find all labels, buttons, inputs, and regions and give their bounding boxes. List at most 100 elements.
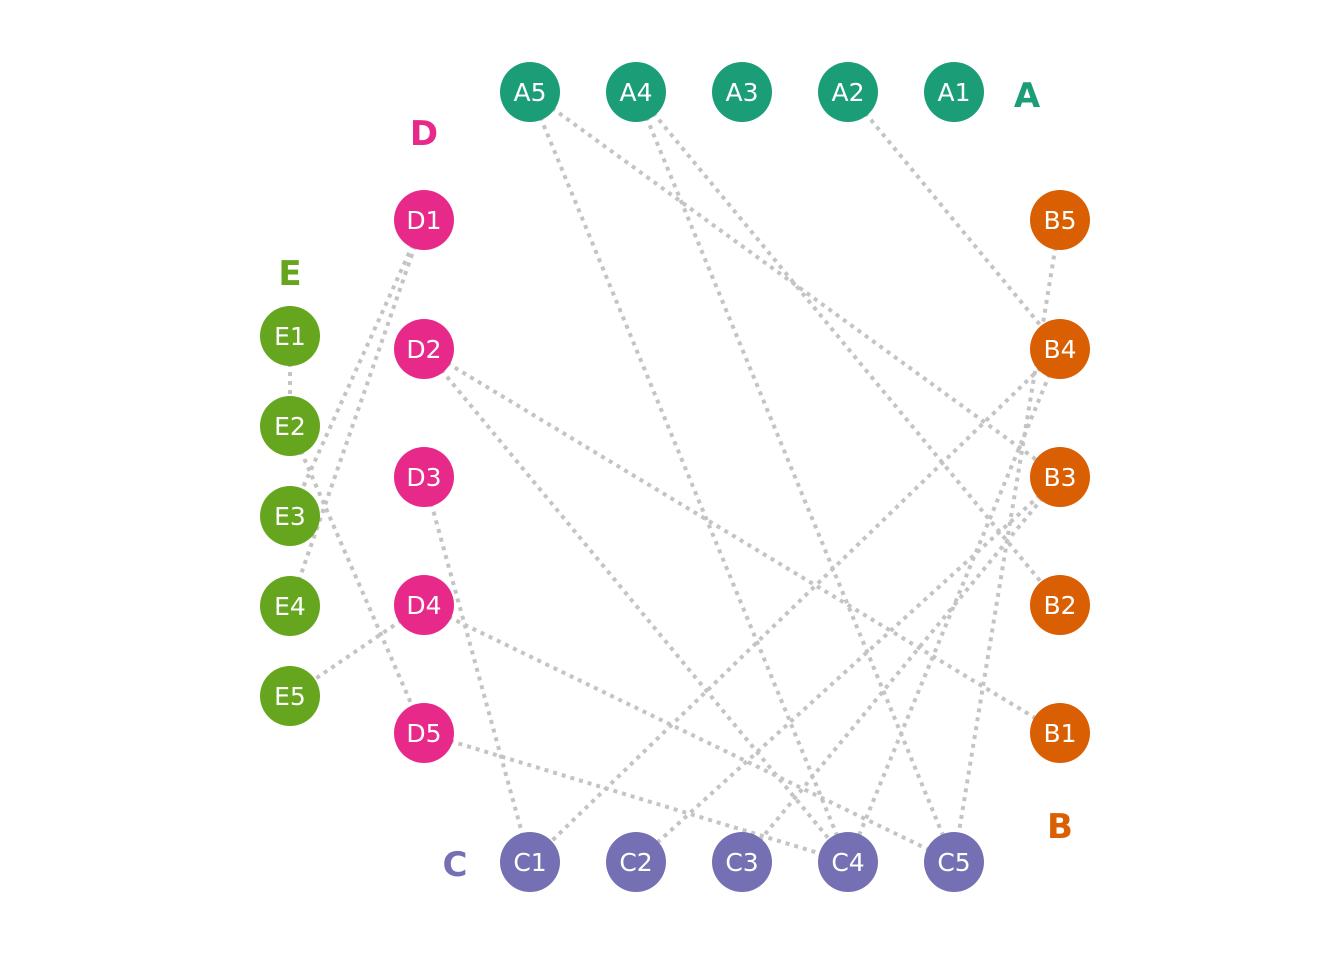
node-e2: E2 xyxy=(260,396,320,456)
node-label: E5 xyxy=(274,682,306,711)
node-label: C1 xyxy=(513,848,546,877)
node-e1: E1 xyxy=(260,306,320,366)
node-circle xyxy=(500,832,560,892)
node-circle xyxy=(1030,575,1090,635)
node-d5: D5 xyxy=(394,703,454,763)
node-circle xyxy=(712,62,772,122)
node-circle xyxy=(394,575,454,635)
node-circle xyxy=(1030,190,1090,250)
node-b2: B2 xyxy=(1030,575,1090,635)
node-b4: B4 xyxy=(1030,319,1090,379)
node-label: E4 xyxy=(274,592,306,621)
node-circle xyxy=(818,832,878,892)
node-a1: A1 xyxy=(924,62,984,122)
node-b1: B1 xyxy=(1030,703,1090,763)
node-label: B3 xyxy=(1043,463,1076,492)
edge-d5-c4 xyxy=(423,731,849,864)
edge-a5-c4 xyxy=(528,91,850,863)
node-circle xyxy=(260,486,320,546)
group-label-a: A xyxy=(1014,76,1041,116)
node-d4: D4 xyxy=(394,575,454,635)
node-circle xyxy=(924,832,984,892)
node-circle xyxy=(606,62,666,122)
node-c2: C2 xyxy=(606,832,666,892)
node-circle xyxy=(394,319,454,379)
node-label: D1 xyxy=(406,206,441,235)
edge-a4-b2 xyxy=(634,90,1062,607)
node-label: A5 xyxy=(513,78,546,107)
node-label: A4 xyxy=(619,78,652,107)
node-circle xyxy=(394,703,454,763)
node-label: B2 xyxy=(1043,591,1076,620)
node-label: D4 xyxy=(406,591,441,620)
node-label: D2 xyxy=(406,335,441,364)
node-circle xyxy=(260,666,320,726)
group-label-d: D xyxy=(410,114,438,154)
node-circle xyxy=(924,62,984,122)
node-circle xyxy=(394,190,454,250)
node-e5: E5 xyxy=(260,666,320,726)
node-label: C4 xyxy=(831,848,864,877)
node-circle xyxy=(260,306,320,366)
group-label-c: C xyxy=(443,845,468,885)
edge-a4-c5 xyxy=(634,91,956,863)
edge-d1-e3 xyxy=(288,219,426,517)
node-circle xyxy=(500,62,560,122)
node-d2: D2 xyxy=(394,319,454,379)
node-label: E2 xyxy=(274,412,306,441)
node-c5: C5 xyxy=(924,832,984,892)
node-d3: D3 xyxy=(394,447,454,507)
node-label: C3 xyxy=(725,848,758,877)
node-e4: E4 xyxy=(260,576,320,636)
node-a4: A4 xyxy=(606,62,666,122)
node-label: B4 xyxy=(1043,335,1076,364)
node-circle xyxy=(1030,703,1090,763)
edge-d2-c4 xyxy=(422,347,850,864)
node-a3: A3 xyxy=(712,62,772,122)
edge-d3-c1 xyxy=(422,476,532,863)
edge-d4-c5 xyxy=(423,603,955,864)
edge-d2-b1 xyxy=(422,347,1062,735)
edge-b3-c3 xyxy=(740,475,1062,864)
node-b5: B5 xyxy=(1030,190,1090,250)
edge-e2-d5 xyxy=(288,425,426,734)
group-label-e: E xyxy=(278,254,301,294)
node-c3: C3 xyxy=(712,832,772,892)
group-label-layer: A B C D E xyxy=(278,76,1073,885)
node-label: A2 xyxy=(831,78,864,107)
group-label-b: B xyxy=(1047,807,1073,847)
node-circle xyxy=(260,576,320,636)
node-circle xyxy=(260,396,320,456)
node-c1: C1 xyxy=(500,832,560,892)
edge-a5-b3 xyxy=(528,90,1062,479)
node-circle xyxy=(818,62,878,122)
node-label: C2 xyxy=(619,848,652,877)
node-label: E3 xyxy=(274,502,306,531)
node-label: E1 xyxy=(274,322,306,351)
node-label: D5 xyxy=(406,719,441,748)
node-a5: A5 xyxy=(500,62,560,122)
node-c4: C4 xyxy=(818,832,878,892)
edge-b4-c1 xyxy=(528,347,1062,864)
node-b3: B3 xyxy=(1030,447,1090,507)
edge-a2-b4 xyxy=(846,90,1062,351)
node-label: B5 xyxy=(1043,206,1076,235)
node-label: D3 xyxy=(406,463,441,492)
node-circle xyxy=(394,447,454,507)
node-layer: A1 A2 A3 A4 A5 B1 B2 B3 B4 B5 C1 C2 C3 C4 C5 D1 D2 D3 D4 D5… xyxy=(260,62,1090,892)
node-label: A1 xyxy=(937,78,970,107)
node-label: A3 xyxy=(725,78,758,107)
node-e3: E3 xyxy=(260,486,320,546)
node-circle xyxy=(606,832,666,892)
node-label: B1 xyxy=(1043,719,1076,748)
node-circle xyxy=(1030,447,1090,507)
node-circle xyxy=(712,832,772,892)
node-d1: D1 xyxy=(394,190,454,250)
edge-b3-c2 xyxy=(634,475,1062,864)
node-a2: A2 xyxy=(818,62,878,122)
node-circle xyxy=(1030,319,1090,379)
edge-b4-c4 xyxy=(846,348,1062,863)
node-label: C5 xyxy=(937,848,970,877)
